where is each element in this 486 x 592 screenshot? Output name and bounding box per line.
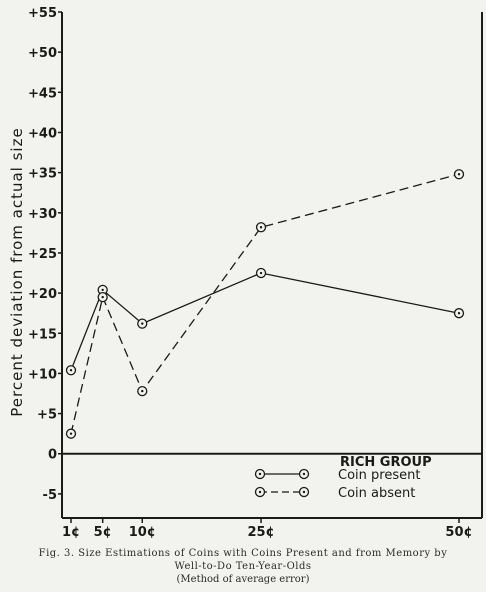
legend-marker-center-coin-present xyxy=(302,472,306,476)
data-point-center-coin-absent xyxy=(101,295,104,299)
y-tick-label: +15 xyxy=(28,327,57,342)
data-point-center-coin-present xyxy=(101,288,104,292)
y-tick-label: +10 xyxy=(28,367,57,382)
x-tick-label: 25¢ xyxy=(247,525,274,540)
y-tick-label: +35 xyxy=(28,167,57,182)
x-tick-label: 50¢ xyxy=(445,525,472,540)
y-tick-label: +55 xyxy=(28,6,57,21)
y-axis-label: Percent deviation from actual size xyxy=(8,127,26,416)
data-point-center-coin-absent xyxy=(457,173,461,176)
data-point-center-coin-present xyxy=(457,311,461,315)
data-point-center-coin-absent xyxy=(69,432,73,435)
caption-line-3: (Method of average error) xyxy=(176,574,310,585)
y-tick-label: +30 xyxy=(28,207,57,222)
x-ticks: 1¢ 5¢ 10¢ 25¢ 50¢ xyxy=(62,518,473,540)
series-group xyxy=(65,169,465,439)
legend-label-coin-present: Coin present xyxy=(338,468,420,483)
axes xyxy=(61,12,483,519)
caption-line-1: Fig. 3. Size Estimations of Coins with C… xyxy=(38,548,448,559)
x-tick-label: 1¢ xyxy=(62,525,80,540)
data-point-center-coin-absent xyxy=(141,389,144,393)
y-tick-label: +25 xyxy=(28,247,57,262)
data-point-center-coin-present xyxy=(69,369,73,372)
y-ticks: +55+50+45+40+35+30+25+20+15+10+50-5 xyxy=(28,6,62,503)
series-line-coin-present xyxy=(70,272,460,371)
y-tick-label: 0 xyxy=(48,448,57,463)
legend-label-coin-absent: Coin absent xyxy=(338,486,415,501)
series-line-coin-absent xyxy=(70,173,460,434)
x-tick-label: 5¢ xyxy=(94,525,112,540)
legend-marker-center-coin-present xyxy=(258,472,262,476)
y-tick-label: +5 xyxy=(37,408,57,423)
legend-title: RICH GROUP xyxy=(340,455,432,470)
y-tick-label: +45 xyxy=(28,86,57,101)
data-point-center-coin-present xyxy=(259,271,263,275)
data-point-center-coin-present xyxy=(141,322,144,325)
y-tick-label: +40 xyxy=(28,126,57,141)
y-tick-label: +50 xyxy=(28,46,57,61)
legend-marker-center-coin-absent xyxy=(302,490,306,494)
x-tick-label: 10¢ xyxy=(129,525,156,540)
data-point-center-coin-absent xyxy=(259,226,263,229)
y-tick-label: +20 xyxy=(28,287,57,302)
y-tick-label: -5 xyxy=(43,488,57,503)
legend-marker-center-coin-absent xyxy=(258,490,262,494)
caption-line-2: Well-to-Do Ten-Year-Olds xyxy=(174,561,312,572)
